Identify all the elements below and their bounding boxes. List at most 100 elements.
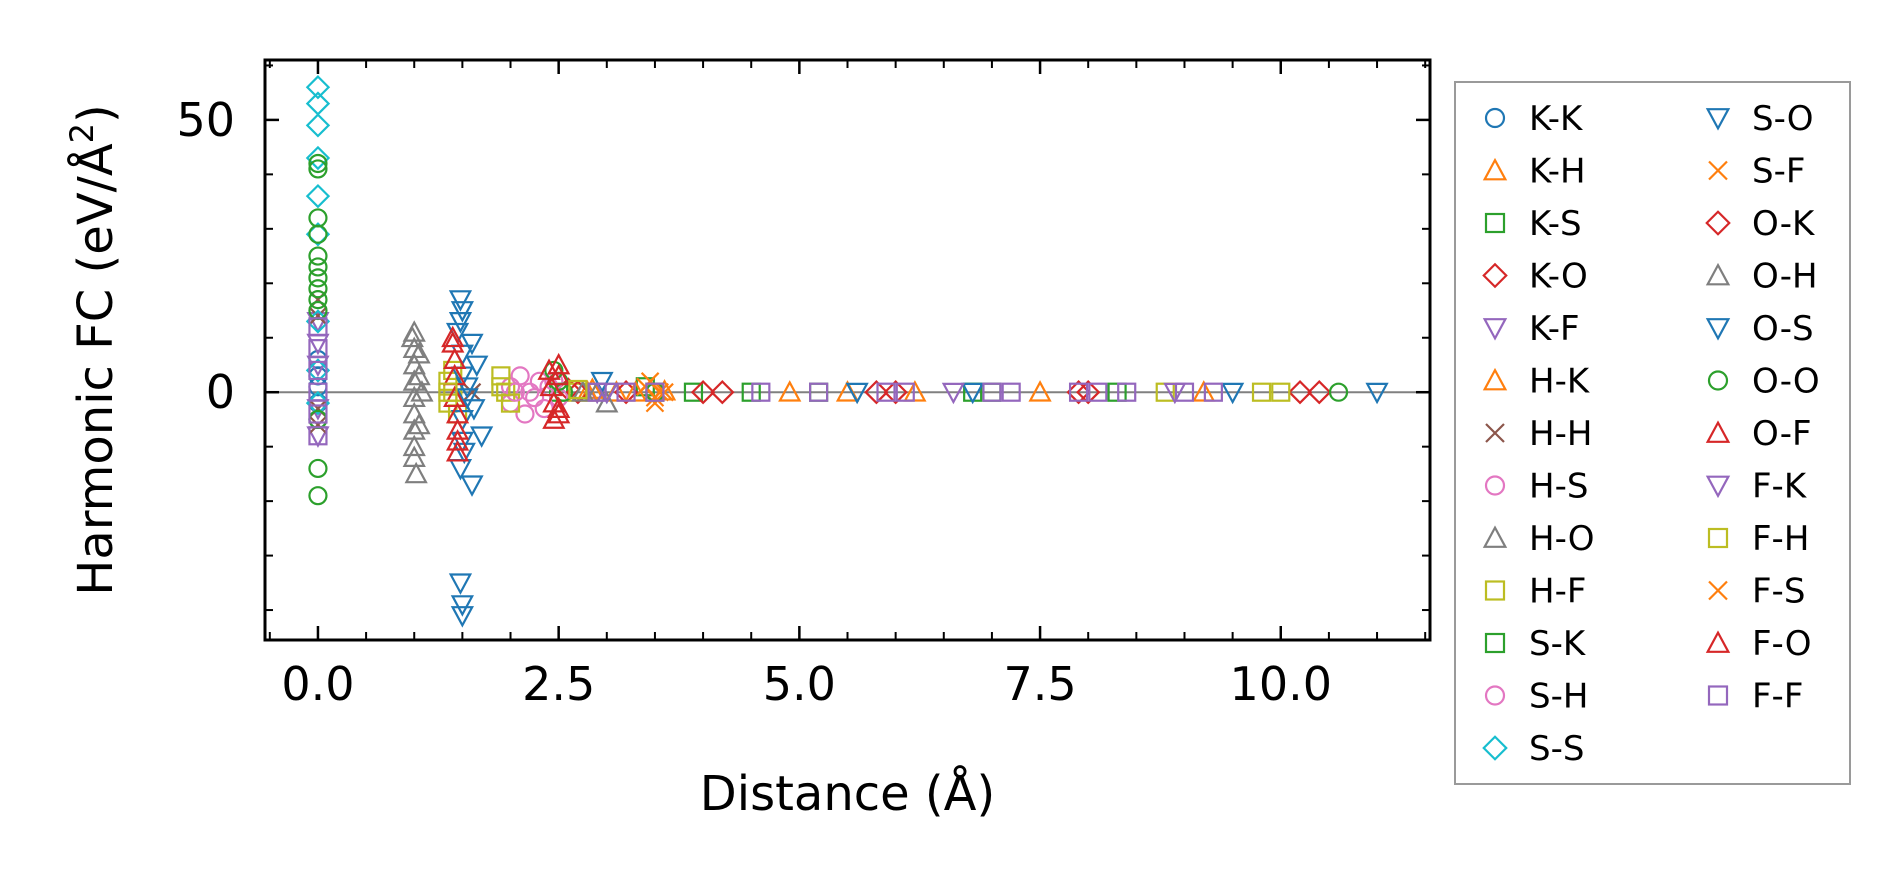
legend-label: O-O xyxy=(1752,362,1820,402)
legend-item: H-H xyxy=(1485,414,1592,454)
data-point xyxy=(308,246,328,266)
data-point xyxy=(308,290,328,310)
data-point xyxy=(448,290,473,312)
data-point xyxy=(308,339,328,359)
data-point xyxy=(496,382,516,402)
data-point xyxy=(308,317,328,337)
data-point xyxy=(1076,380,1101,405)
data-point xyxy=(460,333,484,356)
data-point xyxy=(845,382,869,405)
legend-item: K-O xyxy=(1482,257,1588,297)
legend-item: O-K xyxy=(1705,204,1816,244)
legend-marker-diamond xyxy=(1705,210,1731,236)
data-point xyxy=(1163,382,1187,405)
x-tick-label: 7.5 xyxy=(1003,657,1076,711)
data-point xyxy=(308,382,328,402)
data-point xyxy=(652,379,677,401)
data-point xyxy=(547,396,571,418)
legend-marker-triangle-up xyxy=(1482,367,1508,391)
legend-marker-x xyxy=(1708,160,1728,181)
data-point xyxy=(305,358,331,383)
legend-label: K-S xyxy=(1529,204,1582,244)
legend-label: H-H xyxy=(1529,414,1592,454)
data-point xyxy=(305,183,331,209)
legend-label: S-K xyxy=(1529,624,1587,664)
data-point xyxy=(568,379,588,400)
series-h-f xyxy=(438,360,1291,424)
legend-marker-square xyxy=(1707,685,1729,706)
data-point xyxy=(407,363,431,386)
data-point xyxy=(445,418,470,440)
data-point xyxy=(595,391,619,413)
legend-label: F-H xyxy=(1752,519,1809,559)
data-point xyxy=(505,382,525,402)
legend-marker-triangle-down xyxy=(1482,318,1508,341)
data-point xyxy=(308,360,328,381)
legend-item: F-O xyxy=(1705,624,1812,664)
y-axis-label-main: Harmonic FC (eV/Å xyxy=(67,143,124,596)
data-point xyxy=(640,372,660,391)
data-point xyxy=(1307,380,1332,405)
data-point xyxy=(402,445,426,467)
legend-marker-circle xyxy=(1484,685,1506,706)
data-point xyxy=(500,393,521,413)
data-point xyxy=(308,306,328,326)
data-point xyxy=(450,606,474,628)
data-point xyxy=(308,153,328,174)
x-tick-label: 10.0 xyxy=(1230,657,1332,711)
data-point xyxy=(1203,382,1223,402)
data-point xyxy=(445,429,470,451)
data-point xyxy=(710,380,735,405)
legend-box xyxy=(1454,81,1851,785)
legend-label: K-O xyxy=(1529,257,1588,297)
data-point xyxy=(455,377,479,399)
data-point xyxy=(470,426,494,448)
legend-item: O-F xyxy=(1705,414,1812,454)
data-point xyxy=(778,380,802,402)
legend-label: O-K xyxy=(1752,204,1816,244)
data-point xyxy=(308,224,328,244)
legend-label: H-K xyxy=(1529,362,1591,402)
data-point xyxy=(407,341,431,364)
legend-item: H-K xyxy=(1482,362,1591,402)
data-point xyxy=(305,145,331,171)
data-point xyxy=(876,382,896,402)
data-point xyxy=(1088,382,1108,402)
x-tick-label: 0.0 xyxy=(281,657,354,711)
legend-label: S-S xyxy=(1529,729,1584,769)
legend-marker-triangle-down xyxy=(1705,475,1731,499)
legend-label: H-S xyxy=(1529,467,1588,507)
data-point xyxy=(542,407,566,429)
x-tick-label: 5.0 xyxy=(763,657,836,711)
plot-area: 0.0 2.5 5.0 7.5 10.0 0 50 Distance (Å) Harmonic … xyxy=(63,58,1432,822)
data-point xyxy=(410,380,434,402)
x-tick-label: 2.5 xyxy=(522,657,595,711)
data-point xyxy=(883,380,908,405)
data-point xyxy=(1117,382,1137,402)
legend-item: S-K xyxy=(1484,624,1587,664)
legend-marker-triangle-up xyxy=(1705,420,1731,443)
legend-label: O-S xyxy=(1752,309,1814,349)
data-point xyxy=(491,366,511,386)
legend-label: F-S xyxy=(1752,572,1805,612)
legend-label: O-F xyxy=(1752,414,1812,454)
legend-item: K-S xyxy=(1484,204,1582,244)
data-point xyxy=(402,434,426,457)
data-point xyxy=(864,380,889,405)
series-f-s xyxy=(640,372,674,407)
series-f-h xyxy=(438,377,1272,402)
data-point xyxy=(305,113,331,138)
data-point xyxy=(524,388,545,408)
data-point xyxy=(683,382,704,402)
data-point xyxy=(1287,380,1313,405)
legend-marker-triangle-up xyxy=(1482,525,1508,548)
y-axis: 0 50 xyxy=(176,64,1430,612)
legend-marker-triangle-up xyxy=(1705,630,1731,653)
legend-marker-square xyxy=(1484,580,1506,601)
data-point xyxy=(308,268,328,288)
legend-marker-square xyxy=(1484,212,1506,234)
data-point xyxy=(809,382,829,402)
data-point xyxy=(595,382,619,405)
x-axis: 0.0 2.5 5.0 7.5 10.0 xyxy=(268,60,1427,711)
